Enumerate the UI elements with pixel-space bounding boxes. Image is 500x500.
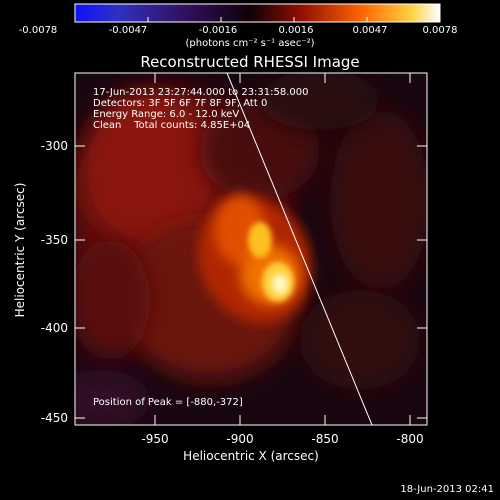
timestamp: 18-Jun-2013 02:41 [400,484,494,495]
y-tick-label: -300 [40,139,68,153]
x-tick-label: -850 [311,432,339,446]
detectors-label: Detectors: 3F 5F 6F 7F 8F 9F, Att 0 [93,98,268,109]
time-range-label: 17-Jun-2013 23:27:44.000 to 23:31:58.000 [93,87,309,98]
solar-limb-line [226,73,373,425]
y-tick-label: -350 [40,233,68,247]
colorbar-tick: -0.0078 [18,25,58,36]
x-tick-label: -800 [396,432,424,446]
colorbar-gradient [74,3,441,23]
colorbar-tick: 0.0078 [422,25,458,36]
colorbar-tick: 0.0047 [352,25,388,36]
peak-position-label: Position of Peak = [-880,-372] [93,397,243,408]
image-title: Reconstructed RHESSI Image [140,53,360,71]
colorbar-tick: 0.0016 [278,25,314,36]
x-tick-label: -950 [141,432,169,446]
colorbar-tick: -0.0047 [108,25,148,36]
y-axis-label: Heliocentric Y (arcsec) [13,182,27,318]
y-tick-label: -450 [40,411,68,425]
y-tick-label: -400 [40,321,68,335]
colorbar-tick: -0.0016 [198,25,238,36]
plot-frame [74,72,428,426]
x-tick-label: -900 [226,432,254,446]
clean-counts-label: Clean Total counts: 4.85E+04 [93,120,251,131]
x-axis-label: Heliocentric X (arcsec) [183,449,319,463]
colorbar [74,3,441,23]
colorbar-units: (photons cm⁻² s⁻¹ asec⁻²) [185,38,315,49]
energy-range-label: Energy Range: 6.0 - 12.0 keV [93,109,240,120]
